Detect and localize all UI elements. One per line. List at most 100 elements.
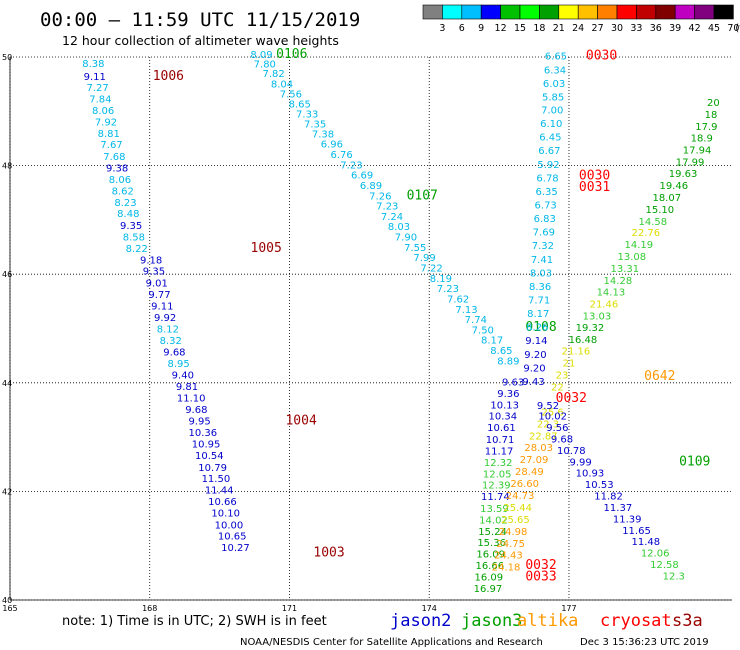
data-point-label: 25.6: [542, 407, 564, 418]
colorbar-label: 21: [553, 23, 565, 34]
data-point-label: 6.65: [545, 52, 567, 63]
data-point-label: 8.12: [157, 324, 179, 335]
data-point-label: 7.33: [296, 109, 318, 120]
colorbar-swatch: [674, 4, 695, 20]
data-point-label: 17.99: [676, 158, 705, 169]
data-point-label: 12.06: [641, 549, 670, 560]
data-point-label: 20: [707, 98, 720, 109]
track-altika: 201817.918.917.9417.9919.6319.4618.0715.…: [492, 98, 720, 574]
data-point-label: 6.35: [535, 187, 557, 198]
colorbar-swatch: [655, 4, 676, 20]
data-point-label: 7.67: [100, 140, 122, 151]
data-point-label: 24.73: [506, 491, 535, 502]
data-point-label: 21.16: [562, 347, 591, 358]
data-point-label: 8.32: [160, 336, 182, 347]
data-point-label: 10.13: [490, 400, 519, 411]
data-point-label: 12.32: [484, 458, 513, 469]
data-point-label: 8.03: [530, 268, 552, 279]
data-point-label: 16.09: [476, 550, 505, 561]
data-point-label: 11.48: [632, 537, 661, 548]
data-point-label: 10.10: [211, 508, 240, 519]
data-point-label: 19.46: [659, 181, 688, 192]
data-point-label: 7.35: [304, 120, 326, 131]
data-point-label: 9.11: [84, 72, 106, 83]
data-point-label: 6.76: [331, 150, 353, 161]
colorbar-label: 36: [650, 23, 662, 34]
data-point-label: 8.26: [526, 323, 548, 334]
colorbar-swatch: [500, 4, 521, 20]
data-point-label: 22.3: [537, 419, 559, 430]
colorbar-label: 33: [630, 23, 642, 34]
data-point-label: 10.65: [218, 532, 247, 543]
colorbar-swatch: [442, 4, 463, 20]
data-point-label: 8.81: [98, 129, 120, 140]
x-tick-label: 171: [282, 604, 297, 613]
x-tick-label: 174: [422, 604, 437, 613]
pass-label: 1005: [251, 241, 282, 256]
data-point-label: 10.27: [221, 543, 250, 554]
colorbar-swatch: [636, 4, 657, 20]
data-point-label: 9.92: [154, 313, 176, 324]
data-point-label: 18.07: [652, 193, 681, 204]
data-point-label: 16.48: [569, 335, 598, 346]
chart-title: 00:00 — 11:59 UTC 11/15/2019: [40, 9, 360, 31]
data-point-label: 7.13: [455, 305, 477, 316]
track-jason3: 0107: [407, 188, 438, 203]
data-point-label: 10.54: [195, 451, 224, 462]
data-point-label: 9.35: [120, 221, 142, 232]
data-point-label: 5.85: [542, 92, 564, 103]
data-point-label: 8.48: [117, 209, 139, 220]
data-point-label: 11.39: [613, 514, 642, 525]
data-point-label: 8.06: [92, 106, 114, 117]
data-point-label: 14.28: [604, 276, 633, 287]
data-point-label: 7.84: [89, 95, 111, 106]
data-point-label: 13.59: [480, 504, 509, 515]
colorbar-label: 42: [689, 23, 701, 34]
data-point-label: 10.53: [585, 480, 614, 491]
pass-label: 0033: [525, 569, 556, 584]
data-point-label: 7.41: [531, 255, 553, 266]
data-point-label: 8.38: [82, 59, 104, 70]
data-point-label: 6.69: [351, 171, 373, 182]
track-cryosat: 0033: [525, 569, 556, 584]
satellite-legend-cryosat: cryosat: [600, 611, 672, 631]
data-point-label: 22: [551, 382, 564, 393]
colorbar-label: 3: [439, 23, 445, 34]
data-point-label: 24.75: [496, 539, 525, 550]
data-point-label: 7.90: [395, 233, 417, 244]
data-point-label: 9.11: [151, 301, 173, 312]
pass-label: 0031: [579, 180, 610, 195]
y-tick-label: 50: [2, 53, 12, 62]
data-point-label: 9.95: [188, 417, 210, 428]
data-point-label: 10.71: [486, 435, 515, 446]
data-point-label: 18.9: [691, 134, 713, 145]
data-point-label: 7.27: [86, 83, 108, 94]
colorbar-label: 70: [727, 23, 739, 34]
footer-note: note: 1) Time is in UTC; 2) SWH is in fe…: [62, 614, 327, 629]
data-point-label: 13.31: [611, 264, 640, 275]
data-point-label: 5.92: [537, 160, 559, 171]
data-point-label: 9.68: [185, 405, 207, 416]
data-point-label: 9.81: [176, 382, 198, 393]
colorbar-swatch: [713, 4, 734, 20]
data-point-label: 6.10: [540, 119, 562, 130]
data-point-label: 9.20: [524, 350, 546, 361]
colorbar-label: 15: [514, 23, 526, 34]
data-point-label: 24.43: [494, 551, 523, 562]
colorbar-swatch: [558, 4, 579, 20]
colorbar-swatch: [597, 4, 618, 20]
data-point-label: 9.20: [523, 363, 545, 374]
track-s3a: 9.9510.3610.9510.5410.7911.5011.4410.661…: [188, 414, 317, 555]
data-point-label: 25.65: [501, 515, 530, 526]
track-cryosat: 6.65 6.34 6.03 5.85 7.00 6.10 6.45 6.67 5.92 6.78…: [522, 49, 617, 388]
data-point-label: 6.45: [539, 133, 561, 144]
data-point-label: 9.68: [551, 435, 573, 446]
pass-label: 0032: [525, 558, 556, 573]
satellite-legend-altika: altika: [517, 611, 578, 631]
colorbar-label: (ft): [735, 23, 740, 34]
data-point-label: 8.62: [112, 186, 134, 197]
data-point-label: 11.74: [481, 492, 510, 503]
y-tick-label: 40: [2, 596, 12, 605]
colorbar-label: 45: [708, 23, 720, 34]
